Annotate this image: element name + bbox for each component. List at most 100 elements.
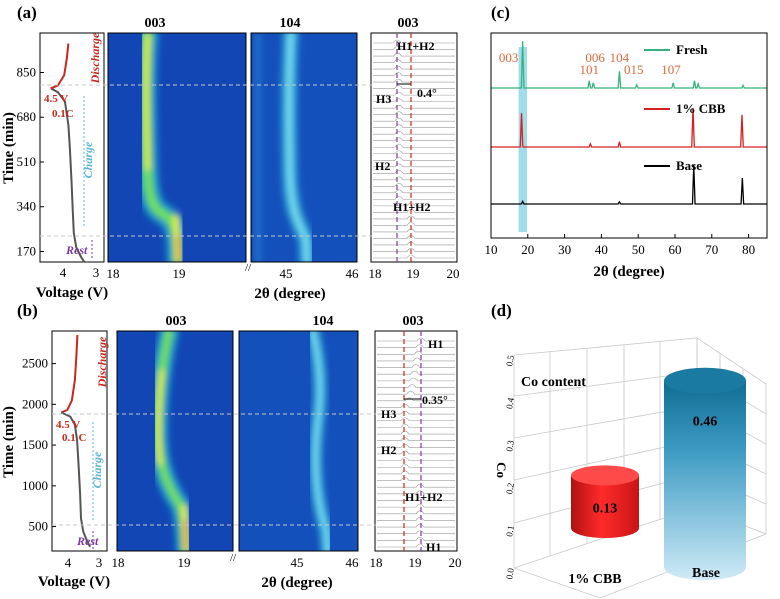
profile-line-23 bbox=[373, 189, 455, 194]
panel-b-voltage-frame bbox=[51, 330, 108, 552]
profile-line-2 bbox=[377, 350, 455, 355]
panel-a-profile-label-3: H2 bbox=[375, 159, 390, 173]
panel-a-voltage-curve bbox=[50, 87, 86, 263]
profile-line-8 bbox=[377, 390, 455, 395]
panel-d-bar-top-1 bbox=[664, 367, 746, 394]
profile-line-11 bbox=[377, 410, 455, 415]
panel-a-voltage-axis-label: Voltage (V) bbox=[36, 285, 108, 301]
a-time-tick-label-4: 850 bbox=[17, 64, 37, 79]
profile-line-16 bbox=[373, 143, 455, 148]
profile-line-3 bbox=[373, 59, 455, 63]
panel-a-voltage-curve-charge bbox=[50, 43, 70, 90]
panel-d-y-tick-0: 0.0 bbox=[504, 567, 516, 580]
profile-line-3 bbox=[377, 357, 455, 362]
panel-a-voltage-tick-3: 3 bbox=[93, 265, 100, 280]
panel-b-voltage-axis-label: Voltage (V) bbox=[38, 574, 110, 590]
panel-c-x-tick-label-5: 60 bbox=[669, 242, 682, 257]
panel-b-discharge-label: Discharge bbox=[95, 336, 109, 388]
panel-b-contour-104-title: 104 bbox=[313, 314, 334, 329]
panel-c-peak-label-4: 015 bbox=[624, 62, 644, 77]
panel-b-profile-tick-18: 18 bbox=[370, 555, 383, 570]
profile-line-9 bbox=[377, 397, 455, 402]
panel-b-2theta-tick-18: 18 bbox=[112, 555, 125, 570]
panel-c-peak-label-1: 101 bbox=[580, 62, 600, 77]
panel-a-2theta-tick-19: 19 bbox=[173, 266, 186, 281]
panel-b-voltage-curve-charge bbox=[60, 411, 92, 548]
panel-d-annotation: Co content bbox=[521, 375, 586, 390]
profile-line-26 bbox=[377, 510, 455, 515]
a-time-tick-label-1: 340 bbox=[17, 199, 37, 214]
panel-b-profiles bbox=[377, 337, 455, 548]
panel-a-contour-104-frame bbox=[250, 32, 358, 263]
panel-a-profiles-frame bbox=[370, 32, 458, 263]
panel-d-y-tick-4: 0.4 bbox=[504, 396, 516, 409]
panel-a-time-axis-label: Time (min) bbox=[1, 112, 17, 184]
b-time-tick-label-1: 1000 bbox=[22, 478, 48, 493]
panel-c-x-tick-label-6: 70 bbox=[705, 242, 718, 257]
panel-a-profiles bbox=[373, 39, 455, 259]
profile-line-29 bbox=[377, 530, 455, 535]
panel-b-2theta-axis-label: 2θ (degree) bbox=[261, 575, 332, 591]
panel-b-contour-104-frame bbox=[238, 330, 359, 552]
profile-line-19 bbox=[373, 163, 455, 168]
b-time-tick-label-0: 500 bbox=[29, 519, 49, 534]
panel-b-2theta-tick-45: 45 bbox=[291, 555, 304, 570]
panel-b-voltage-curve bbox=[60, 335, 79, 414]
panel-b-charge-label: Charge bbox=[90, 451, 104, 488]
profile-line-17 bbox=[377, 450, 455, 455]
profile-line-12 bbox=[373, 117, 455, 122]
panel-c-legend-label-2: Base bbox=[676, 158, 702, 173]
profile-line-20 bbox=[377, 470, 455, 475]
profile-line-15 bbox=[377, 437, 455, 441]
profile-line-14 bbox=[373, 130, 455, 135]
panel-a-contour-003-frame bbox=[107, 32, 247, 263]
profile-line-10 bbox=[373, 104, 455, 109]
panel-a-discharge-label: Discharge bbox=[88, 32, 102, 84]
panel-a-2theta-tick-45: 45 bbox=[280, 266, 293, 281]
panel-b-profile-label-4: H1+H2 bbox=[405, 490, 443, 504]
panel-b-profile-label-2: H3 bbox=[381, 407, 396, 421]
panel-d-y-tick-2: 0.2 bbox=[504, 482, 516, 495]
panel-a-voltage-frame bbox=[39, 32, 105, 263]
panel-a-label: (a) bbox=[17, 3, 37, 22]
panel-c-legend-label-1: 1% CBB bbox=[676, 101, 726, 116]
panel-b-label: (b) bbox=[17, 301, 38, 320]
panel-c-x-tick-label-1: 20 bbox=[521, 242, 534, 257]
profile-line-31 bbox=[377, 543, 455, 548]
panel-a-2theta-axis-label: 2θ (degree) bbox=[254, 286, 325, 302]
panel-a-profile-label-1: H1+H2 bbox=[397, 39, 435, 53]
panel-a-time-ticks: 170 340 510 680 850 bbox=[17, 64, 44, 258]
panel-b-voltage-tick-4: 4 bbox=[65, 555, 72, 570]
a-time-tick-label-3: 680 bbox=[17, 109, 37, 124]
panel-b-profiles-title: 003 bbox=[403, 314, 424, 329]
panel-c-plot: 10 20 30 40 50 60 70 80 Fresh 1% CBB Base 003 101006… bbox=[485, 41, 767, 257]
panel-c-peak-label-5: 107 bbox=[661, 62, 681, 77]
panel-c-x-tick-label-2: 30 bbox=[558, 242, 571, 257]
panel-d-category-label-0: 1% CBB bbox=[568, 572, 621, 587]
profile-line-20 bbox=[373, 170, 455, 174]
profile-line-0 bbox=[377, 337, 455, 342]
profile-line-22 bbox=[373, 183, 455, 187]
profile-line-1 bbox=[373, 46, 455, 50]
panel-a-charge-label: Charge bbox=[81, 141, 95, 178]
panel-c-label: (c) bbox=[491, 3, 510, 22]
profile-line-10 bbox=[377, 404, 455, 408]
profile-line-1 bbox=[377, 344, 455, 348]
profile-line-12 bbox=[377, 417, 455, 422]
profile-line-9 bbox=[373, 98, 455, 102]
panel-c-series-0 bbox=[491, 41, 767, 89]
panel-b-axis-break: // bbox=[230, 552, 237, 564]
panel-d-bar-top-0 bbox=[571, 465, 639, 486]
panel-a-shift-label: 0.4° bbox=[417, 86, 437, 100]
panel-c-peak-label-0: 003 bbox=[499, 50, 519, 65]
panel-b-profiles-frame bbox=[374, 330, 458, 552]
profile-line-4 bbox=[373, 65, 455, 70]
profile-line-14 bbox=[377, 430, 455, 435]
panel-b-time-axis-label: Time (min) bbox=[1, 406, 17, 478]
profile-line-13 bbox=[373, 124, 455, 128]
panel-b: (b) 500 1000 1500 2000 2500 Time (min) 4 3 V… bbox=[1, 301, 462, 591]
panel-a-profile-label-2: H3 bbox=[376, 92, 391, 106]
profile-line-13 bbox=[377, 424, 455, 428]
profile-line-15 bbox=[373, 137, 455, 142]
